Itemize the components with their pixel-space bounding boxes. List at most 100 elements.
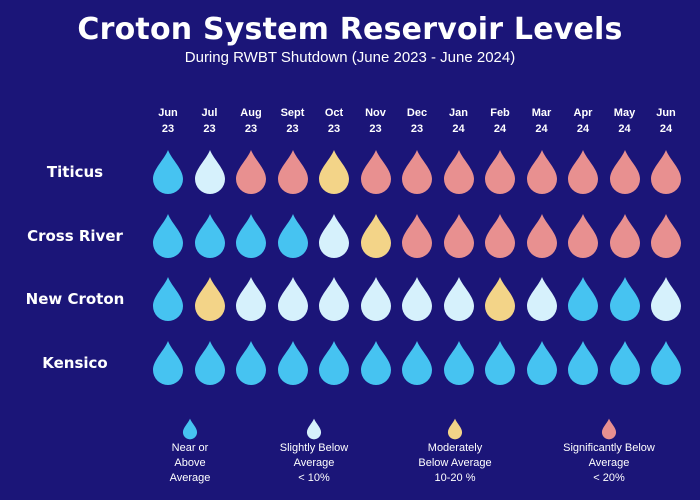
month-name: Jun <box>656 107 676 119</box>
month-name: Nov <box>365 107 386 119</box>
water-drop-icon <box>568 341 598 385</box>
level-drop <box>400 213 434 259</box>
month-label: Jun 24 <box>636 105 696 137</box>
level-drop <box>400 149 434 195</box>
water-drop-icon <box>360 150 391 194</box>
water-drop-icon <box>194 150 225 194</box>
month-name: Apr <box>573 107 593 119</box>
level-drop <box>400 276 434 322</box>
level-drop <box>193 149 227 195</box>
month-label: Nov 23 <box>346 105 406 137</box>
level-drop <box>400 340 434 386</box>
water-drop-icon <box>153 341 183 385</box>
level-drop <box>649 276 683 322</box>
level-drop <box>442 149 476 195</box>
month-year: 23 <box>410 123 424 135</box>
water-drop-icon <box>194 341 225 385</box>
month-name: Sept <box>280 107 305 119</box>
month-label: Mar 24 <box>512 105 572 137</box>
water-drop-icon <box>443 341 474 385</box>
water-drop-icon <box>568 214 598 258</box>
level-drop <box>566 276 600 322</box>
level-drop <box>234 213 268 259</box>
level-drop <box>151 213 185 259</box>
water-drop-icon <box>182 418 198 440</box>
month-label: May 24 <box>595 105 655 137</box>
level-drop <box>276 213 310 259</box>
water-drop-icon <box>319 150 349 194</box>
legend-label: Slightly Below Average < 10% <box>279 442 349 484</box>
level-drop <box>151 340 185 386</box>
level-drop <box>442 340 476 386</box>
level-drop <box>525 340 559 386</box>
month-label: Oct 23 <box>304 105 364 137</box>
level-drop <box>566 149 600 195</box>
level-drop <box>608 149 642 195</box>
month-name: Mar <box>531 107 552 119</box>
water-drop-icon <box>526 214 557 258</box>
water-drop-icon <box>447 418 463 440</box>
level-drop <box>525 149 559 195</box>
level-drop <box>276 340 310 386</box>
water-drop-icon <box>236 277 266 321</box>
month-year: 24 <box>452 123 465 135</box>
level-drop <box>566 340 600 386</box>
month-year: 24 <box>576 123 590 135</box>
month-year: 23 <box>369 123 382 135</box>
water-drop-icon <box>360 277 391 321</box>
reservoir-label: New Croton <box>25 290 125 308</box>
water-drop-icon <box>153 150 183 194</box>
water-drop-icon <box>526 150 557 194</box>
month-year: 23 <box>286 123 299 135</box>
month-year: 24 <box>618 123 631 135</box>
level-drop <box>525 276 559 322</box>
level-drop <box>608 276 642 322</box>
water-drop-icon <box>485 341 515 385</box>
month-name: Jan <box>449 107 468 119</box>
level-drop <box>234 340 268 386</box>
month-name: Jul <box>201 107 218 119</box>
water-drop-icon <box>443 277 474 321</box>
water-drop-icon <box>194 214 225 258</box>
water-drop-icon <box>609 277 640 321</box>
month-year: 24 <box>493 123 507 135</box>
legend-swatch <box>182 418 198 440</box>
level-drop <box>483 340 517 386</box>
month-name: Jun <box>158 107 178 119</box>
month-name: Dec <box>406 107 428 119</box>
month-label: Dec 23 <box>387 105 447 137</box>
level-drop <box>317 149 351 195</box>
month-name: May <box>613 107 636 119</box>
legend-swatch <box>601 418 617 440</box>
level-drop <box>649 340 683 386</box>
level-drop <box>483 276 517 322</box>
level-drop <box>317 340 351 386</box>
level-drop <box>276 149 310 195</box>
water-drop-icon <box>402 150 432 194</box>
level-drop <box>566 213 600 259</box>
water-drop-icon <box>651 341 681 385</box>
month-year: 23 <box>161 123 175 135</box>
water-drop-icon <box>443 150 474 194</box>
level-drop <box>649 149 683 195</box>
level-drop <box>483 149 517 195</box>
month-label: Feb 24 <box>470 105 530 137</box>
water-drop-icon <box>306 418 322 440</box>
level-drop <box>276 276 310 322</box>
water-drop-icon <box>402 277 432 321</box>
level-drop <box>442 213 476 259</box>
level-drop <box>193 276 227 322</box>
water-drop-icon <box>319 341 349 385</box>
reservoir-label: Kensico <box>42 354 108 372</box>
level-drop <box>317 276 351 322</box>
level-drop <box>193 213 227 259</box>
water-drop-icon <box>402 341 432 385</box>
level-drop <box>608 213 642 259</box>
legend-label: Significantly Below Average < 20% <box>563 442 655 484</box>
month-label: Aug 23 <box>221 105 281 137</box>
month-name: Feb <box>490 107 510 119</box>
water-drop-icon <box>443 214 474 258</box>
month-year: 24 <box>659 123 673 135</box>
water-drop-icon <box>651 214 681 258</box>
water-drop-icon <box>526 341 557 385</box>
